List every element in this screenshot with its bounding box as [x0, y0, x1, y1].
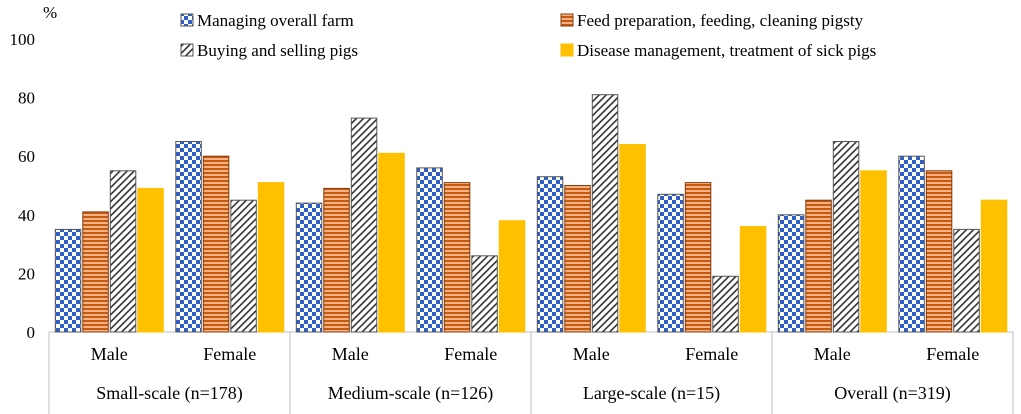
bar: [323, 187, 350, 333]
legend-swatch: [560, 43, 574, 57]
x-category-label: Female: [444, 344, 497, 364]
bar: [443, 182, 471, 333]
bar: [82, 211, 109, 333]
bar: [684, 182, 712, 333]
x-group-label: Medium-scale (n=126): [328, 383, 494, 404]
x-group-label: Small-scale (n=178): [96, 383, 243, 404]
bar: [175, 141, 202, 333]
x-category-label: Female: [926, 344, 979, 364]
bar: [860, 170, 887, 333]
x-group-label: Overall (n=319): [834, 383, 951, 404]
bar: [202, 155, 230, 333]
bar: [295, 202, 323, 333]
legend-label: Buying and selling pigs: [197, 41, 358, 60]
bar: [109, 170, 137, 333]
legend-label: Managing overall farm: [197, 11, 354, 30]
x-category-label: Male: [814, 344, 851, 364]
x-category-label: Male: [332, 344, 369, 364]
bar: [980, 199, 1008, 333]
bar: [498, 220, 526, 333]
bar: [925, 170, 953, 333]
y-tick-label: 40: [18, 206, 35, 225]
bar: [832, 141, 860, 333]
bar: [805, 199, 832, 333]
legend-swatch: [560, 13, 574, 27]
bar: [777, 214, 805, 333]
bar: [378, 152, 405, 333]
bar: [350, 117, 378, 333]
bar: [536, 176, 564, 333]
x-category-label: Male: [573, 344, 610, 364]
x-category-label: Female: [685, 344, 738, 364]
legend-swatch: [180, 13, 194, 27]
bar: [619, 144, 646, 333]
bar: [712, 275, 739, 333]
bar: [471, 255, 498, 333]
bar: [591, 94, 619, 333]
bar: [137, 187, 164, 333]
bar: [953, 228, 980, 333]
y-tick-label: 60: [18, 147, 35, 166]
bar: [898, 155, 925, 333]
bar: [657, 193, 684, 333]
bar: [230, 199, 257, 333]
y-tick-label: 80: [18, 89, 35, 108]
x-category-label: Female: [203, 344, 256, 364]
bar: [564, 185, 591, 333]
y-axis-unit-label: %: [43, 3, 57, 22]
bar: [54, 228, 82, 333]
legend-label: Feed preparation, feeding, cleaning pigs…: [577, 11, 864, 30]
legend-label: Disease management, treatment of sick pi…: [577, 41, 876, 60]
legend-swatch: [180, 43, 194, 57]
x-group-label: Large-scale (n=15): [583, 383, 720, 404]
y-tick-label: 0: [27, 323, 36, 342]
y-tick-label: 20: [18, 264, 35, 283]
bar: [416, 167, 443, 333]
bar: [257, 182, 285, 333]
x-category-label: Male: [91, 344, 128, 364]
y-tick-label: 100: [10, 30, 36, 49]
bar: [739, 226, 767, 333]
